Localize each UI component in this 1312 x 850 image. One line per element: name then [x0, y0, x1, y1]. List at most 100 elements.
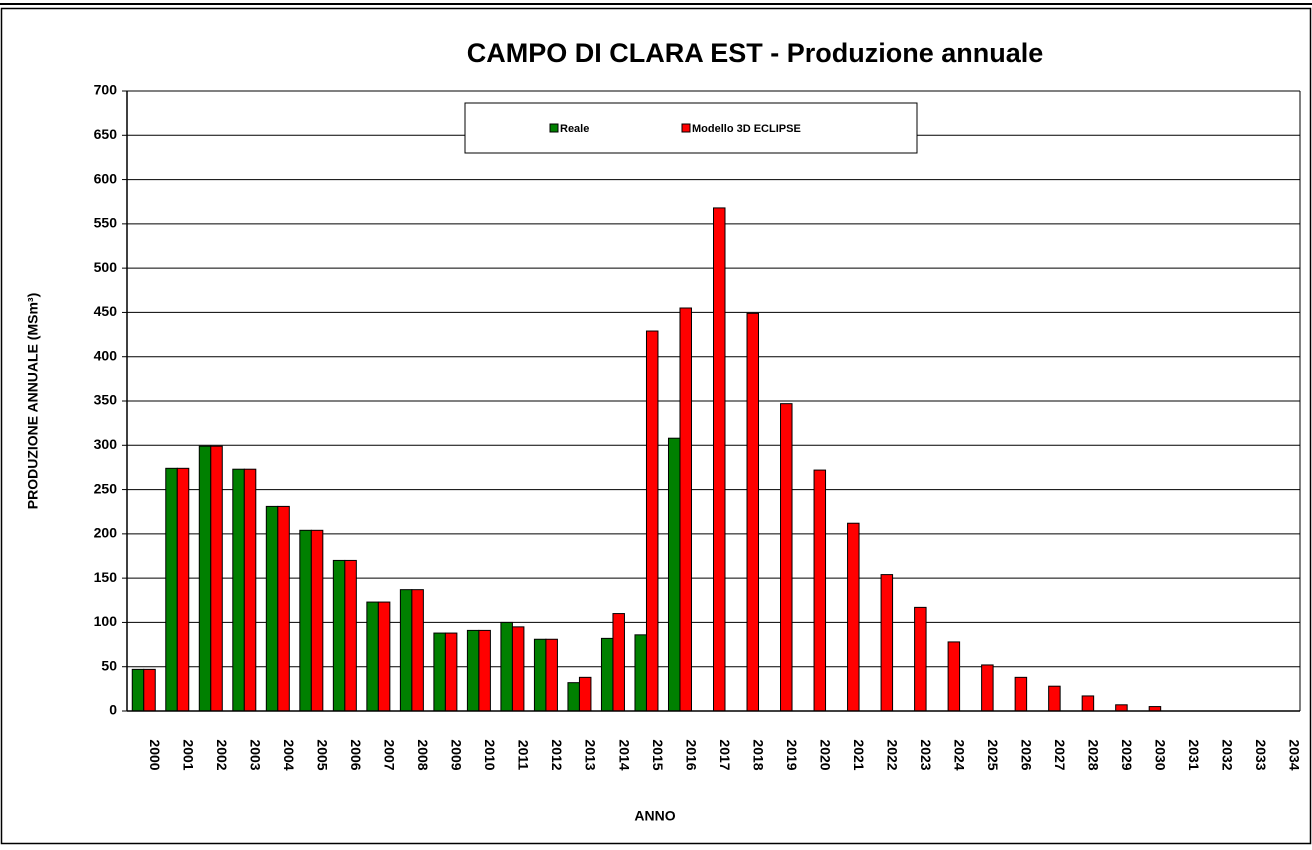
x-tick-label: 2002 [214, 739, 230, 770]
x-tick-label: 2019 [784, 739, 800, 770]
bar [265, 505, 279, 712]
y-tick-label: 350 [94, 392, 118, 408]
bar [344, 559, 357, 712]
x-tick-label: 2012 [549, 739, 565, 770]
bar [1014, 676, 1028, 712]
x-tick-label: 2005 [315, 739, 331, 770]
bar [880, 574, 894, 712]
bar [332, 559, 346, 712]
legend-label: Reale [560, 123, 589, 135]
x-tick-label: 2018 [750, 739, 766, 770]
bar [612, 613, 625, 712]
x-tick-label: 2013 [583, 739, 599, 770]
x-tick-label: 2008 [415, 739, 431, 770]
bar [780, 403, 793, 712]
bar [277, 505, 290, 712]
bar [947, 641, 961, 712]
x-tick-label: 2033 [1253, 739, 1269, 770]
bar [444, 632, 458, 712]
bar [232, 468, 245, 712]
y-tick-label: 100 [94, 613, 118, 629]
x-tick-label: 2000 [147, 739, 163, 770]
x-tick-label: 2011 [516, 740, 532, 771]
bar [198, 445, 212, 712]
y-tick-label: 50 [101, 657, 117, 673]
bar [310, 529, 324, 712]
x-tick-label: 2004 [281, 739, 297, 770]
bar [981, 664, 994, 712]
legend-box [464, 102, 918, 154]
legend-swatch [549, 123, 559, 133]
bar [399, 589, 413, 712]
y-tick-label: 200 [94, 525, 118, 541]
y-tick-label: 400 [94, 347, 118, 363]
bar [210, 445, 223, 712]
y-tick-label: 250 [94, 480, 118, 496]
bar [679, 307, 692, 712]
x-tick-label: 2014 [616, 739, 632, 770]
x-tick-label: 2029 [1119, 739, 1135, 770]
y-tick-label: 600 [94, 170, 118, 186]
y-tick-label: 550 [94, 215, 118, 231]
x-tick-label: 2010 [482, 739, 498, 770]
bar [131, 668, 145, 712]
bar [567, 682, 580, 712]
bar [600, 637, 614, 712]
x-tick-label: 2032 [1220, 739, 1236, 770]
y-tick-label: 0 [109, 702, 117, 718]
x-axis-title: ANNO [634, 808, 675, 824]
x-tick-label: 2023 [918, 739, 934, 770]
x-tick-label: 2025 [985, 739, 1001, 770]
legend-label: Modello 3D ECLIPSE [692, 123, 801, 135]
bar [813, 469, 827, 712]
x-tick-label: 2016 [683, 739, 699, 770]
bar [165, 467, 178, 712]
bar [433, 632, 446, 712]
x-tick-label: 2034 [1287, 739, 1303, 770]
frame [0, 7, 1312, 845]
y-tick-label: 700 [94, 82, 118, 98]
bar [466, 629, 480, 712]
bar [634, 634, 647, 712]
x-tick-label: 2027 [1052, 739, 1068, 770]
bar [377, 601, 391, 712]
x-tick-label: 2007 [382, 739, 398, 770]
x-tick-label: 2026 [1018, 739, 1034, 770]
x-tick-label: 2009 [449, 739, 465, 770]
legend: Reale Modello 3D ECLIPSE [464, 102, 918, 154]
x-tick-label: 2006 [348, 739, 364, 770]
x-tick-label: 2022 [884, 739, 900, 770]
bar [366, 601, 379, 712]
x-tick-label: 2020 [817, 739, 833, 770]
y-tick-label: 500 [94, 259, 118, 275]
y-tick-label: 300 [94, 436, 118, 452]
bar [914, 606, 927, 712]
bar [1048, 685, 1061, 712]
bar [1115, 704, 1128, 712]
x-tick-label: 2021 [851, 739, 867, 770]
bar [746, 312, 760, 712]
y-tick-label: 150 [94, 569, 118, 585]
bar [478, 629, 491, 712]
x-tick-label: 2031 [1186, 739, 1202, 770]
bar [500, 621, 513, 712]
bar [578, 676, 592, 712]
bar [176, 467, 190, 712]
chart-title: CAMPO DI CLARA EST - Produzione annuale [467, 38, 1044, 68]
bar [533, 638, 547, 712]
bar [411, 589, 424, 712]
y-axis-title: PRODUZIONE ANNUALE (MSm³) [25, 293, 41, 509]
bar [299, 529, 312, 712]
x-tick-label: 2015 [650, 739, 666, 770]
bar [143, 668, 156, 712]
legend-swatch [681, 123, 691, 133]
bar [713, 207, 726, 712]
bar [511, 626, 525, 712]
x-tick-label: 2001 [181, 739, 197, 770]
x-tick-label: 2017 [717, 739, 733, 770]
bar [243, 468, 257, 712]
bar [1081, 695, 1095, 712]
bar [545, 638, 558, 712]
x-tick-label: 2024 [951, 739, 967, 770]
